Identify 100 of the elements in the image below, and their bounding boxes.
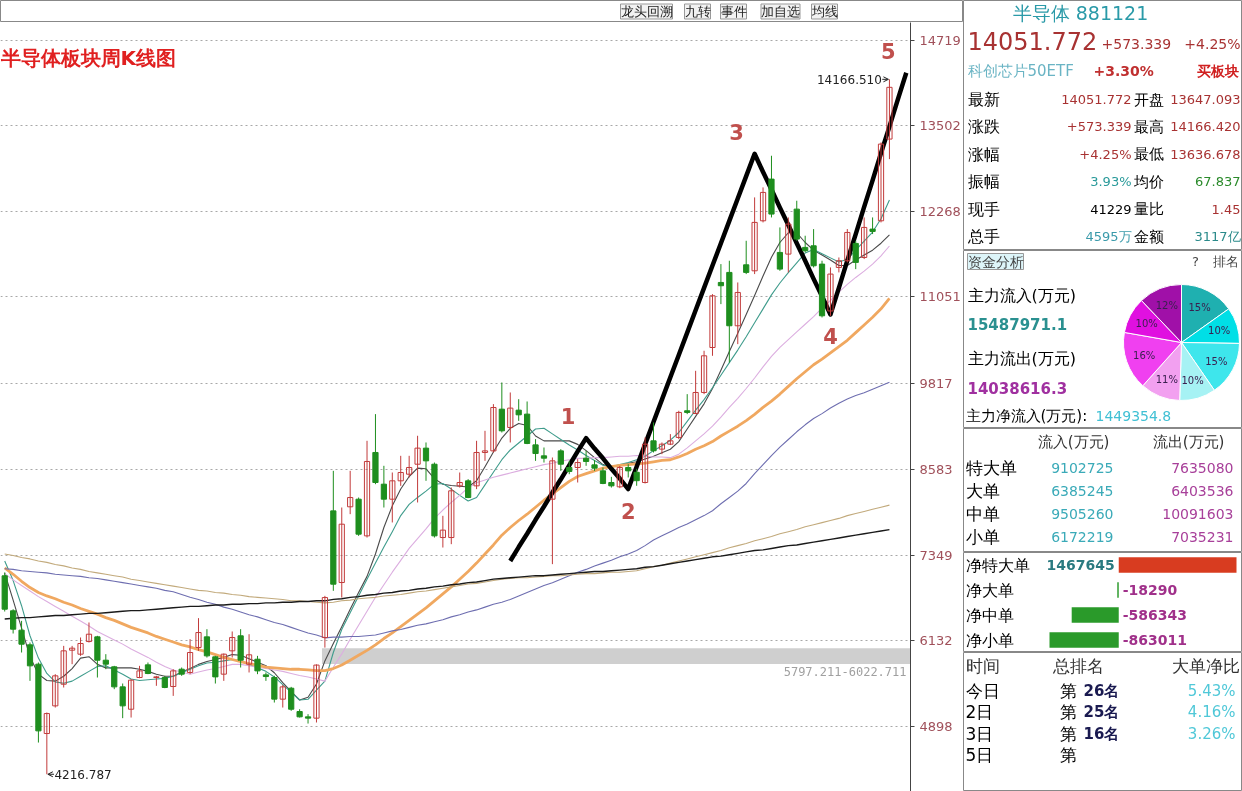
- y-tick-label: 9817: [919, 375, 953, 391]
- text: 大单: [965, 480, 1000, 501]
- candlestick: [406, 455, 413, 478]
- text: 时间: [965, 655, 1000, 676]
- candlestick: [347, 470, 354, 515]
- data-label: -586343: [1122, 607, 1188, 623]
- candlestick: [574, 458, 581, 483]
- text: 14038616.3: [967, 379, 1068, 398]
- candlestick: [397, 455, 404, 487]
- candlestick: [641, 436, 649, 484]
- text: 14166.420: [1170, 119, 1241, 135]
- candlestick: [363, 440, 371, 539]
- candlestick: [751, 196, 758, 275]
- text: +3.30%: [1093, 62, 1154, 79]
- text: ?: [1192, 254, 1199, 269]
- candlestick: [43, 712, 50, 775]
- text: 主力净流入(万元):: [965, 406, 1088, 425]
- text: 3.93%: [1090, 174, 1132, 190]
- data-label: 15%: [1188, 301, 1211, 313]
- text: 小单: [965, 527, 1000, 548]
- text: 14051.772: [967, 27, 1098, 56]
- candlestick: [321, 595, 329, 649]
- candlestick: [827, 266, 834, 317]
- candlestick: [304, 713, 312, 725]
- candlestick: [557, 448, 564, 472]
- candlestick: [439, 515, 446, 549]
- text: 3.26%: [1187, 724, 1236, 743]
- candlestick: [18, 620, 25, 654]
- text: 现手: [967, 199, 1000, 219]
- candlestick: [262, 671, 270, 682]
- text: 总排名: [1052, 655, 1104, 676]
- data-label: 11%: [1155, 373, 1178, 385]
- candlestick: [94, 635, 101, 679]
- text: 13647.093: [1170, 92, 1241, 107]
- text: 5日: [965, 745, 994, 765]
- candlestick: [119, 683, 126, 719]
- y-tick-label: 8583: [919, 461, 953, 477]
- text: 6385245: [1051, 482, 1114, 499]
- text: +4.25%: [1184, 35, 1241, 52]
- data-label: 16%: [1133, 349, 1156, 361]
- text: 加自选: [761, 4, 800, 19]
- candlestick: [186, 638, 194, 675]
- text: 9505260: [1051, 506, 1114, 523]
- candlestick: [380, 465, 387, 509]
- y-tick-label: 14719: [919, 33, 961, 49]
- candlestick: [717, 263, 725, 305]
- text: 涨幅: [967, 144, 1000, 164]
- candlestick: [785, 216, 792, 273]
- text: 科创芯片50ETF: [967, 61, 1074, 80]
- annotation: 5: [880, 39, 896, 64]
- band-label: 5797.211-6022.711: [783, 664, 907, 679]
- text: 1.45: [1211, 201, 1241, 217]
- candlestick: [85, 621, 93, 644]
- text: 6172219: [1051, 529, 1114, 546]
- text: 15487971.1: [967, 315, 1068, 334]
- text: 涨跌: [967, 117, 1000, 137]
- y-tick-label: 4898: [919, 719, 953, 735]
- text: 最高: [1133, 117, 1164, 136]
- text: 中单: [965, 504, 1000, 525]
- y-tick-label: 净特大单: [965, 555, 1030, 575]
- text: 九转: [684, 4, 711, 19]
- text: 14051.772: [1061, 92, 1132, 107]
- y-tick-label: 净大单: [965, 580, 1014, 600]
- data-label: 1467645: [1046, 557, 1115, 573]
- text: 买板块: [1196, 62, 1239, 79]
- candlestick: [776, 226, 784, 272]
- data-label: 10%: [1208, 325, 1231, 337]
- candlestick: [549, 457, 556, 565]
- candlestick: [658, 441, 666, 455]
- text: 事件: [720, 4, 747, 19]
- text: 主力流入(万元): [967, 286, 1076, 305]
- y-tick-label: 6132: [919, 632, 953, 648]
- candlestick: [313, 663, 320, 723]
- text: 今日: [965, 680, 1000, 701]
- text: 26名: [1083, 681, 1120, 700]
- candlestick: [212, 655, 219, 685]
- text: 41229: [1090, 201, 1132, 217]
- candlestick: [759, 186, 767, 223]
- candlestick: [271, 675, 278, 704]
- candlestick: [245, 633, 253, 673]
- text: +4.25%: [1079, 146, 1132, 162]
- text: 流出(万元): [1152, 432, 1225, 451]
- text: 半导体 881121: [1012, 1, 1149, 24]
- text: +573.339: [1066, 119, 1132, 135]
- text: 16名: [1083, 724, 1120, 743]
- line-series: [4, 504, 890, 604]
- text: 开盘: [1133, 90, 1164, 109]
- line-series: [4, 381, 890, 639]
- candlestick: [743, 240, 750, 275]
- text: 3117亿: [1194, 229, 1241, 244]
- candlestick: [498, 381, 505, 433]
- y-tick-label: 净中单: [965, 605, 1014, 625]
- candlestick: [810, 228, 817, 268]
- text: 67.837: [1195, 174, 1241, 190]
- y-tick-label: 净小单: [965, 630, 1014, 650]
- y-tick-label: 11051: [919, 289, 961, 305]
- text: 第: [1060, 745, 1077, 765]
- candlestick: [203, 628, 211, 659]
- candlestick: [675, 410, 682, 440]
- text: 5.43%: [1187, 681, 1236, 700]
